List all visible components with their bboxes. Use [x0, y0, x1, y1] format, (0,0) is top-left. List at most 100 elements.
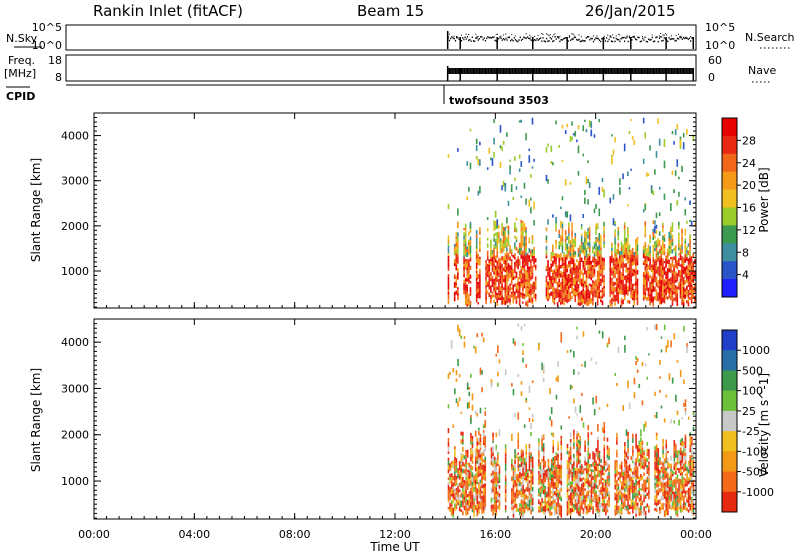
velocity-cell: [657, 488, 660, 492]
velocity-cell: [670, 491, 672, 495]
velocity-cell: [668, 495, 671, 501]
power-cell: [690, 258, 693, 263]
power-cell: [655, 257, 658, 261]
power-cell: [587, 199, 589, 205]
nsky-point: [472, 40, 475, 42]
power-cell: [593, 264, 596, 269]
power-cell: [671, 300, 674, 304]
power-cell: [523, 182, 526, 189]
power-cell: [582, 283, 585, 287]
velocity-cell: [484, 471, 487, 477]
power-cell: [526, 272, 529, 277]
velocity-cell: [616, 510, 618, 515]
power-cell: [577, 298, 580, 303]
power-cell: [534, 264, 537, 269]
velocity-cell: [657, 467, 660, 473]
velocity-cell: [462, 479, 464, 482]
power-cell: [469, 242, 472, 246]
power-cell: [587, 160, 589, 164]
velocity-cell: [646, 467, 649, 472]
power-cell: [598, 296, 601, 299]
power-cell: [564, 268, 567, 273]
velocity-cell: [549, 485, 551, 490]
power-cell: [587, 257, 589, 263]
velocity-cell: [542, 461, 545, 466]
velocity-cell: [644, 421, 647, 428]
power-cell: [678, 270, 680, 274]
power-cell: [512, 296, 515, 301]
velocity-cell: [474, 493, 477, 498]
power-cell: [526, 303, 529, 307]
velocity-cell: [655, 505, 658, 509]
velocity-cell: [606, 342, 609, 346]
velocity-cell: [597, 454, 599, 460]
power-cell: [561, 231, 564, 235]
power-cell: [534, 268, 537, 271]
velocity-cell: [465, 463, 467, 468]
velocity-cell: [547, 474, 550, 478]
velocity-cell: [603, 502, 606, 508]
power-cell: [493, 278, 495, 282]
power-cell: [668, 280, 671, 284]
nsky-point: [639, 40, 641, 43]
nsky-point: [546, 37, 548, 40]
power-cell: [614, 271, 616, 274]
velocity-cell: [619, 489, 621, 494]
velocity-cell: [579, 491, 582, 496]
power-cell: [466, 251, 469, 257]
velocity-cell: [538, 442, 540, 446]
power-cell: [684, 258, 687, 263]
velocity-cell: [614, 462, 617, 466]
velocity-cell: [528, 504, 531, 508]
power-cell: [678, 176, 680, 180]
power-cell: [477, 294, 480, 299]
power-cell: [477, 291, 480, 295]
power-cell: [574, 263, 577, 268]
freq-point: [516, 68, 518, 74]
power-cell: [682, 257, 685, 263]
power-cell: [528, 273, 531, 279]
power-cell: [674, 288, 677, 293]
power-cell: [553, 294, 556, 298]
power-cell: [682, 294, 685, 298]
power-cell: [512, 277, 515, 281]
velocity-cell: [573, 432, 575, 436]
power-cell: [612, 286, 615, 289]
velocity-cell: [458, 500, 461, 505]
power-cell: [447, 291, 450, 295]
power-cell: [499, 276, 502, 281]
velocity-cell: [648, 453, 650, 457]
power-cell: [486, 250, 489, 253]
velocity-cell: [598, 509, 601, 513]
power-cell: [644, 132, 647, 139]
velocity-cell: [450, 480, 453, 485]
velocity-cell: [514, 492, 516, 498]
power-cell: [617, 242, 620, 247]
power-cell: [517, 259, 519, 262]
velocity-cell: [648, 470, 650, 476]
velocity-cell: [644, 479, 647, 484]
velocity-cell: [665, 439, 668, 445]
power-cell: [631, 287, 634, 291]
freq-point: [493, 68, 495, 74]
power-cell: [592, 293, 594, 297]
nsky-point: [638, 36, 640, 39]
power-cell: [595, 203, 597, 209]
power-cell: [561, 294, 564, 298]
velocity-cell: [474, 346, 477, 354]
power-cell: [490, 272, 492, 276]
power-cell: [646, 273, 648, 279]
velocity-cell: [463, 508, 466, 511]
power-cell: [600, 247, 602, 251]
velocity-cell: [492, 437, 494, 441]
velocity-cell: [452, 486, 455, 490]
velocity-cell: [601, 499, 604, 504]
power-cell: [560, 298, 562, 302]
power-cell: [614, 229, 616, 232]
velocity-cell: [660, 336, 663, 339]
velocity-cell: [667, 458, 669, 462]
nsky-point: [526, 36, 529, 38]
velocity-cell: [546, 491, 548, 494]
power-cell: [652, 296, 655, 299]
velocity-cell: [471, 485, 474, 490]
